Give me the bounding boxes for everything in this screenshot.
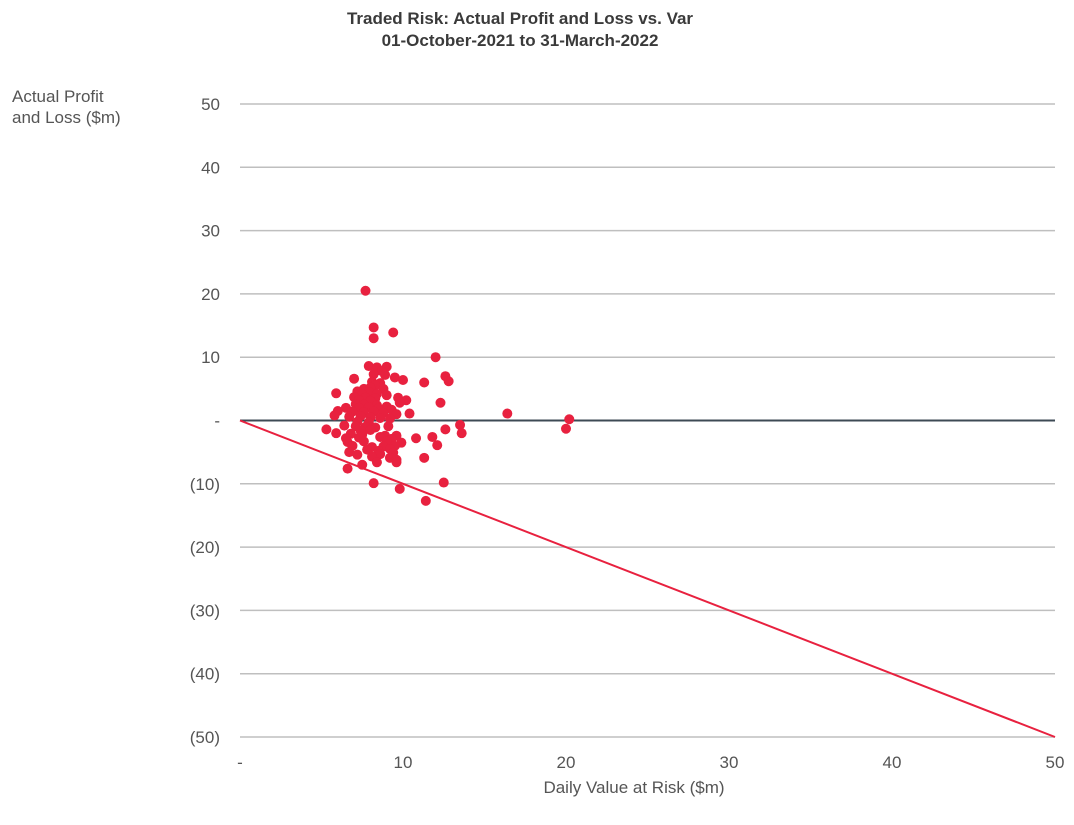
data-point xyxy=(362,444,373,455)
y-axis-label-line-2: and Loss ($m) xyxy=(12,108,121,127)
y-tick-label: 40 xyxy=(201,158,220,177)
y-tick-label: (50) xyxy=(190,728,220,747)
y-tick-label: (10) xyxy=(190,475,220,494)
data-point xyxy=(371,457,382,468)
x-tick-label: 20 xyxy=(557,753,576,772)
data-point xyxy=(420,495,431,506)
data-point xyxy=(352,449,363,460)
data-point xyxy=(349,373,360,384)
y-tick-label: (40) xyxy=(190,665,220,684)
data-point xyxy=(398,374,408,385)
chart-title: Traded Risk: Actual Profit and Loss vs. … xyxy=(0,8,1040,52)
data-point xyxy=(430,352,441,363)
y-tick-label: 10 xyxy=(201,348,220,367)
data-point xyxy=(358,436,369,447)
data-points xyxy=(321,285,575,506)
data-point xyxy=(384,413,395,424)
data-point xyxy=(432,440,443,451)
data-point xyxy=(394,397,405,408)
data-point xyxy=(375,412,386,423)
var-reference-line xyxy=(239,419,1056,738)
data-point xyxy=(394,483,405,494)
y-tick-label: 30 xyxy=(201,222,220,241)
data-point xyxy=(368,369,379,380)
data-point xyxy=(383,421,394,432)
data-point xyxy=(419,377,430,388)
y-tick-label: - xyxy=(214,412,220,431)
data-point xyxy=(456,428,467,439)
data-point xyxy=(342,463,353,474)
data-point xyxy=(329,410,340,421)
x-tick-label: - xyxy=(237,753,243,772)
y-tick-labels: 50 40 30 20 10 - (10) (20) (30) (40) (50) xyxy=(190,95,220,747)
chart-title-line-1: Traded Risk: Actual Profit and Loss vs. … xyxy=(346,9,694,28)
data-point xyxy=(368,478,379,489)
data-point xyxy=(391,457,402,468)
data-point xyxy=(363,361,374,372)
data-point xyxy=(455,419,466,430)
data-point xyxy=(380,369,391,380)
y-axis-label: Actual Profit and Loss ($m) xyxy=(12,86,162,128)
data-point xyxy=(411,433,422,444)
data-point xyxy=(344,411,355,422)
data-point xyxy=(368,322,379,333)
data-point xyxy=(427,431,438,442)
data-point xyxy=(438,477,449,488)
y-tick-label: (20) xyxy=(190,538,220,557)
data-point xyxy=(419,452,430,463)
x-tick-label: 10 xyxy=(394,753,413,772)
data-point xyxy=(339,420,350,431)
x-tick-label: 40 xyxy=(883,753,902,772)
y-tick-label: (30) xyxy=(190,601,220,620)
x-tick-labels: - 10 20 30 40 50 xyxy=(237,753,1064,772)
data-point xyxy=(502,408,513,419)
x-tick-label: 30 xyxy=(720,753,739,772)
x-axis-label: Daily Value at Risk ($m) xyxy=(543,778,725,797)
data-point xyxy=(331,388,342,399)
data-point xyxy=(564,414,575,425)
data-point xyxy=(368,333,379,344)
y-tick-label: 20 xyxy=(201,285,220,304)
data-point xyxy=(435,397,446,408)
data-point xyxy=(389,372,400,383)
data-point xyxy=(443,376,454,387)
data-point xyxy=(404,408,415,419)
data-point xyxy=(381,390,392,401)
data-point xyxy=(365,424,376,435)
data-point xyxy=(440,424,451,435)
x-tick-label: 50 xyxy=(1046,753,1065,772)
data-point xyxy=(561,423,571,434)
data-point xyxy=(360,285,371,296)
data-point xyxy=(375,449,386,460)
data-point xyxy=(321,424,332,435)
data-point xyxy=(357,459,368,470)
data-point xyxy=(388,327,399,338)
grid-lines xyxy=(240,103,1055,738)
data-point xyxy=(331,428,342,439)
y-axis-label-line-1: Actual Profit xyxy=(12,87,104,106)
data-point xyxy=(344,447,355,458)
y-tick-label: 50 xyxy=(201,95,220,114)
chart-title-line-2: 01-October-2021 to 31-March-2022 xyxy=(381,31,659,50)
